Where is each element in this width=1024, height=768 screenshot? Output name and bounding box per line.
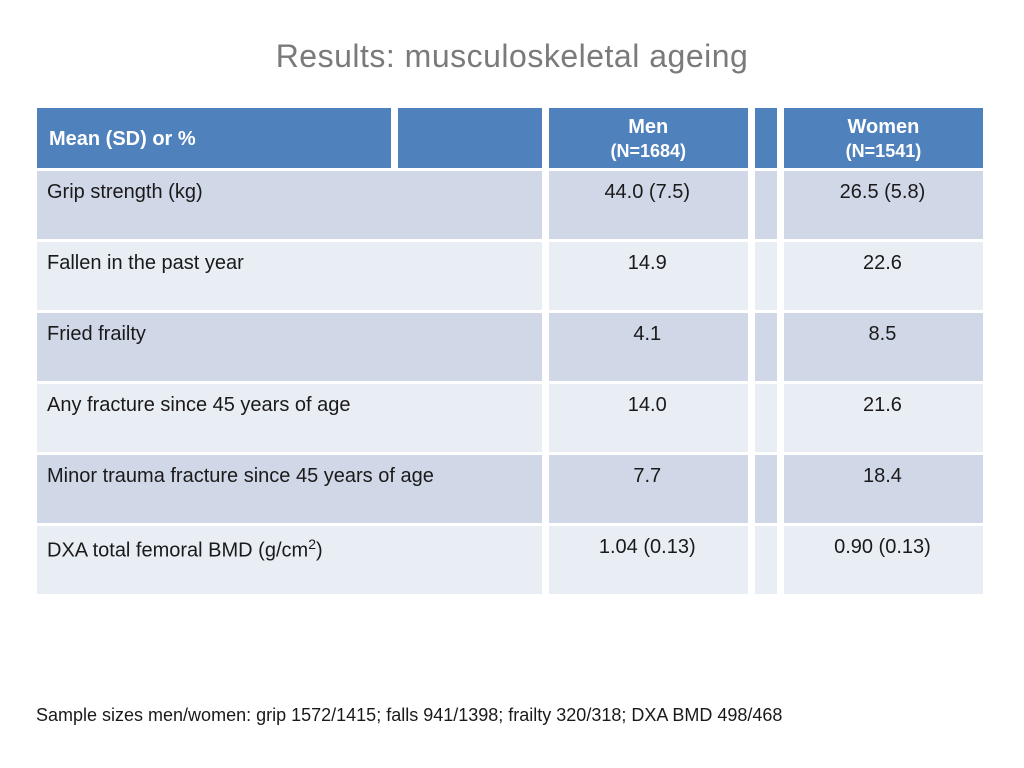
row-women-value: 18.4 [784, 455, 983, 523]
header-women-n: (N=1541) [794, 141, 973, 162]
row-label: DXA total femoral BMD (g/cm2) [37, 526, 542, 594]
row-men-value: 1.04 (0.13) [549, 526, 748, 594]
row-label: Grip strength (kg) [37, 171, 542, 239]
header-spacer [398, 108, 542, 168]
slide-title: Results: musculoskeletal ageing [0, 0, 1024, 105]
row-men-value: 14.9 [549, 242, 748, 310]
row-gap [755, 384, 777, 452]
row-gap [755, 526, 777, 594]
row-label: Fried frailty [37, 313, 542, 381]
header-men-label: Men [628, 116, 668, 138]
table-header-row: Mean (SD) or % Men (N=1684) Women (N=154… [37, 108, 983, 168]
row-label: Any fracture since 45 years of age [37, 384, 542, 452]
header-women-label: Women [848, 116, 920, 138]
table-row: Fallen in the past year14.9 22.6 [37, 242, 983, 310]
row-men-value: 7.7 [549, 455, 748, 523]
table-body: Grip strength (kg)44.0 (7.5)26.5 (5.8)Fa… [37, 171, 983, 594]
header-women: Women (N=1541) [784, 108, 983, 168]
row-men-value: 4.1 [549, 313, 748, 381]
footnote: Sample sizes men/women: grip 1572/1415; … [36, 705, 782, 726]
row-women-value: 26.5 (5.8) [784, 171, 983, 239]
row-label: Minor trauma fracture since 45 years of … [37, 455, 542, 523]
table-row: Fried frailty4.1 8.5 [37, 313, 983, 381]
row-women-value: 0.90 (0.13) [784, 526, 983, 594]
results-table: Mean (SD) or % Men (N=1684) Women (N=154… [30, 105, 990, 597]
row-gap [755, 313, 777, 381]
table-row: Any fracture since 45 years of age14.0 21… [37, 384, 983, 452]
header-gap [755, 108, 777, 168]
header-label: Mean (SD) or % [37, 108, 391, 168]
row-label: Fallen in the past year [37, 242, 542, 310]
table-row: Minor trauma fracture since 45 years of … [37, 455, 983, 523]
row-women-value: 22.6 [784, 242, 983, 310]
row-men-value: 14.0 [549, 384, 748, 452]
row-gap [755, 242, 777, 310]
slide: Results: musculoskeletal ageing Mean (SD… [0, 0, 1024, 768]
row-gap [755, 455, 777, 523]
row-women-value: 21.6 [784, 384, 983, 452]
table-row: Grip strength (kg)44.0 (7.5) 26.5 (5.8) [37, 171, 983, 239]
row-women-value: 8.5 [784, 313, 983, 381]
row-gap [755, 171, 777, 239]
header-men: Men (N=1684) [549, 108, 748, 168]
table-row: DXA total femoral BMD (g/cm2)1.04 (0.13)… [37, 526, 983, 594]
header-men-n: (N=1684) [559, 141, 738, 162]
row-men-value: 44.0 (7.5) [549, 171, 748, 239]
